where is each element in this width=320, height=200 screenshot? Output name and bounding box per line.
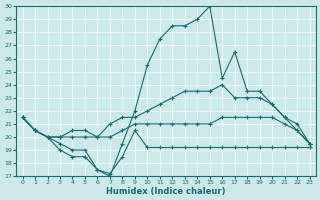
- X-axis label: Humidex (Indice chaleur): Humidex (Indice chaleur): [106, 187, 226, 196]
